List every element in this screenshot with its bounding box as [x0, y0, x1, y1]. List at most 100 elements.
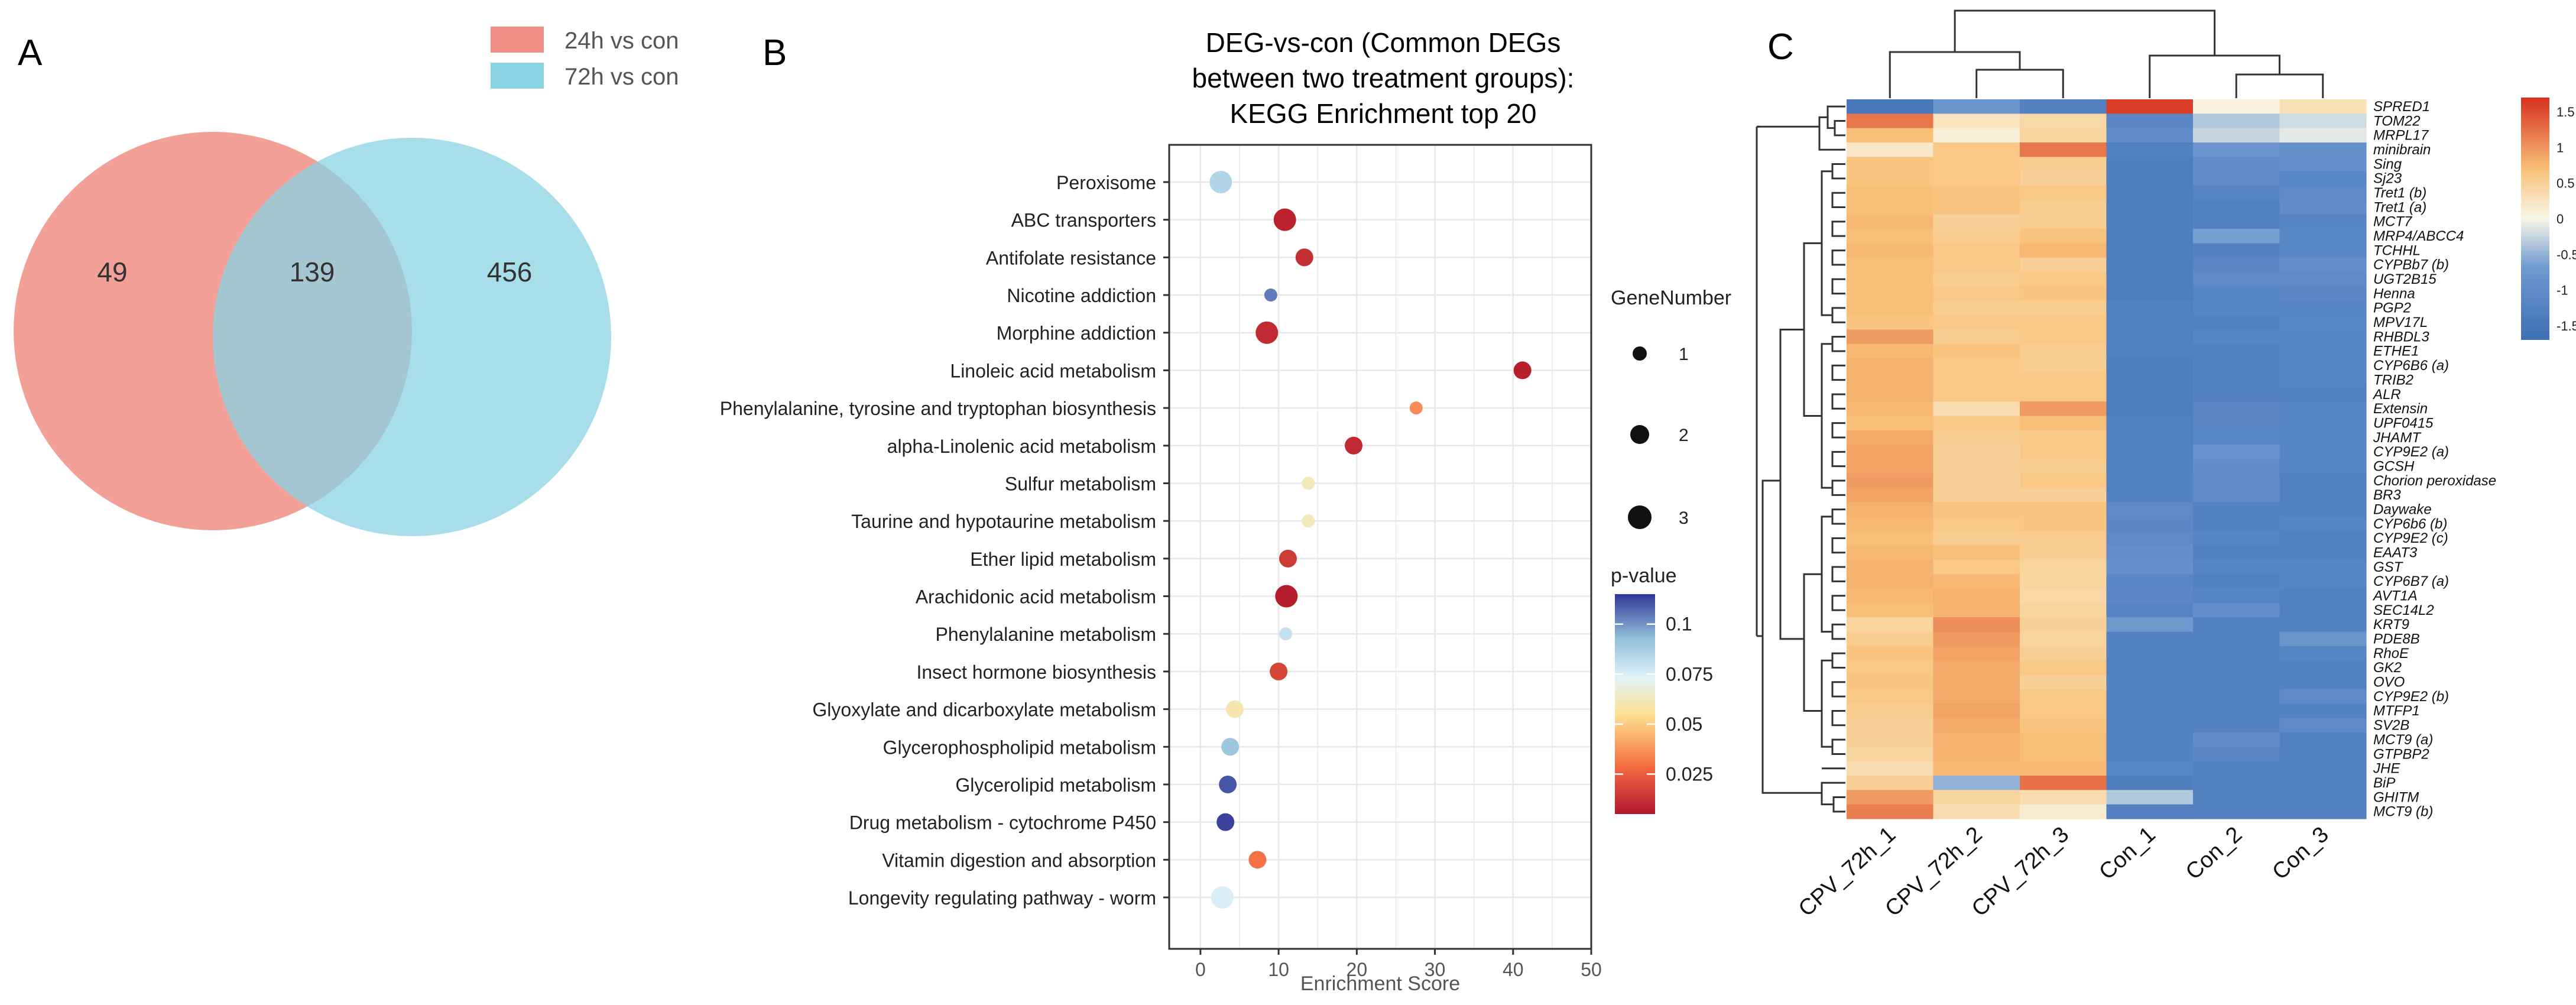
- dendrogram-branch: [1821, 516, 1832, 633]
- heatmap-row-labels: SPRED1TOM22MRPL17minibrainSingSj23Tret1 …: [2372, 99, 2496, 820]
- heatmap-cell: [2020, 804, 2107, 819]
- heatmap-cell: [2106, 358, 2194, 374]
- heatmap-row-label: CYP9E2 (b): [2373, 689, 2449, 705]
- category-label: Ether lipid metabolism: [970, 549, 1156, 570]
- heatmap-cell: [2020, 358, 2107, 374]
- heatmap-cell: [1847, 387, 1934, 402]
- heatmap-cell: [2020, 761, 2107, 776]
- heatmap-cell: [2020, 128, 2107, 143]
- dendrogram-branch: [1831, 738, 1842, 755]
- heatmap-dendrograms: [1756, 9, 2324, 813]
- category-label: Sulfur metabolism: [1005, 473, 1156, 494]
- dendrogram-branch: [1831, 681, 1842, 698]
- heatmap-row-label: MTFP1: [2373, 703, 2420, 719]
- heatmap-cell: [2193, 790, 2280, 805]
- heatmap-row-label: SPRED1: [2373, 99, 2430, 115]
- heatmap-cell: [2193, 142, 2280, 157]
- heatmap-cell: [2193, 559, 2280, 575]
- heatmap-cell: [2106, 300, 2194, 316]
- heatmap-cell: [1847, 588, 1934, 604]
- heatmap-cell: [2193, 229, 2280, 244]
- dendrogram-branch: [2235, 73, 2324, 98]
- heatmap-cell: [2106, 214, 2194, 229]
- dendrogram-branch: [1834, 120, 1842, 137]
- heatmap-cell: [1847, 488, 1934, 503]
- category-label: Insect hormone biosynthesis: [916, 662, 1156, 683]
- heatmap-cell: [1847, 646, 1934, 661]
- heatmap-cell: [2193, 257, 2280, 273]
- panel-a: A 24h vs con 72h vs con 49 139 456: [14, 27, 679, 536]
- heatmap-row-label: CYP9E2 (a): [2373, 444, 2449, 460]
- dendrogram-branch: [1831, 307, 1842, 323]
- heatmap-cell: [2279, 128, 2367, 143]
- heatmap-cell: [2193, 286, 2280, 302]
- heatmap-cell: [1847, 186, 1934, 200]
- heatmap-cell: [1847, 128, 1934, 143]
- heatmap-cell: [1847, 718, 1934, 733]
- heatmap-cell: [2106, 718, 2194, 733]
- heatmap-cell: [2020, 790, 2107, 805]
- heatmap-cell: [2193, 732, 2280, 747]
- bubble-point: [1513, 361, 1532, 380]
- heatmap-cell: [2106, 804, 2194, 819]
- panel-b: B DEG-vs-con (Common DEGs between two tr…: [720, 27, 1731, 995]
- heatmap-cell: [2279, 329, 2367, 345]
- heatmap-cell: [2193, 602, 2280, 618]
- heatmap-cell: [1847, 142, 1934, 157]
- heatmap-row-label: SEC14L2: [2373, 602, 2434, 618]
- heatmap-cell: [1933, 257, 2020, 273]
- dendrogram-branch: [1831, 652, 1842, 669]
- heatmap-row-label: MRPL17: [2373, 128, 2429, 144]
- heatmap-cell: [1847, 459, 1934, 474]
- heatmap-cell: [1933, 559, 2020, 575]
- heatmap-cell: [2106, 343, 2194, 359]
- heatmap-cell: [2279, 358, 2367, 374]
- heatmap-row-label: BiP: [2373, 775, 2395, 791]
- bubble-point: [1216, 813, 1235, 831]
- heatmap-cell: [2020, 329, 2107, 345]
- heatmap-cell: [2106, 416, 2194, 431]
- heatmap-cell: [2106, 660, 2194, 676]
- heatmap-cell: [1847, 689, 1934, 704]
- dendrogram-branch: [1831, 163, 1842, 180]
- category-label: Phenylalanine metabolism: [935, 624, 1156, 645]
- heatmap-cell: [2279, 646, 2367, 661]
- bubble-point: [1219, 775, 1237, 793]
- heatmap-cell: [2279, 588, 2367, 604]
- heatmap-cell: [2106, 387, 2194, 402]
- heatmap-row-label: JHE: [2373, 761, 2400, 777]
- heatmap-cell: [2193, 718, 2280, 733]
- bubble-point: [1209, 171, 1232, 193]
- heatmap-cell: [1933, 401, 2020, 417]
- heatmap-cell: [2279, 157, 2367, 172]
- heatmap-cell: [2279, 416, 2367, 431]
- heatmap-cell: [2020, 531, 2107, 546]
- heatmap-cell: [1933, 761, 2020, 776]
- bubble-point: [1221, 738, 1240, 756]
- heatmap-cell: [1933, 516, 2020, 531]
- heatmap-cell: [2020, 171, 2107, 186]
- heatmap-cell: [2193, 617, 2280, 633]
- heatmap-cell: [1933, 675, 2020, 690]
- heatmap-cell: [1933, 99, 2020, 114]
- heatmap-row-label: Daywake: [2373, 501, 2432, 517]
- panel-label-a: A: [18, 33, 43, 73]
- heatmap-cell: [2279, 747, 2367, 762]
- heatmap-row-label: JHAMT: [2373, 430, 2422, 446]
- dendrogram-branch: [1832, 796, 1842, 813]
- bubble-point: [1302, 476, 1315, 490]
- bubble-point: [1279, 549, 1297, 568]
- gene-number-legend-label: 1: [1679, 345, 1689, 364]
- heatmap-row-label: CYP6B6 (a): [2373, 358, 2449, 374]
- venn-count-right: 456: [487, 257, 533, 287]
- heatmap-cell: [2106, 473, 2194, 488]
- category-label: Peroxisome: [1056, 172, 1156, 193]
- dendrogram-branch: [1821, 343, 1832, 489]
- heatmap-cell: [2106, 186, 2194, 200]
- pvalue-colorbar-ticks: 0.1 0.075 0.05 0.025: [1615, 614, 1713, 784]
- heatmap-cell: [2279, 300, 2367, 316]
- heatmap-colorbar: [2521, 98, 2549, 340]
- dendrogram-branch: [1831, 192, 1842, 209]
- chart-title-line-1: DEG-vs-con (Common DEGs: [1206, 27, 1561, 58]
